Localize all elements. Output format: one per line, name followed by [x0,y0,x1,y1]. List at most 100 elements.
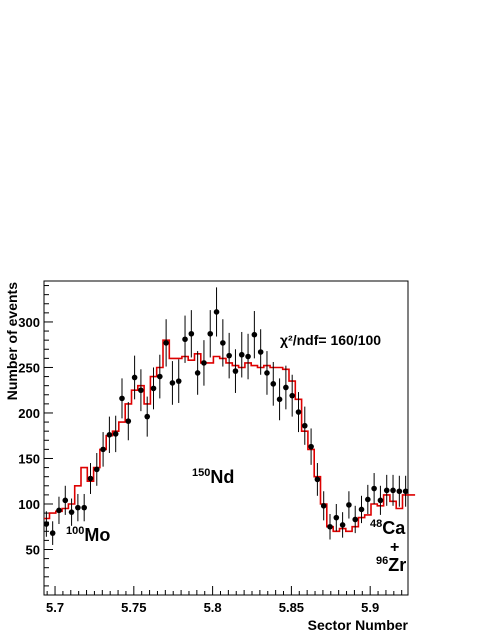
data-point [396,475,403,507]
data-point [93,453,100,486]
data-point [270,362,277,406]
point-marker [220,340,226,346]
point-marker [295,409,302,415]
point-marker [201,360,207,366]
data-point [175,359,182,403]
data-point [226,332,232,379]
point-marker [150,385,157,392]
data-point [377,485,384,515]
point-marker [314,476,321,483]
data-point [87,463,94,494]
data-point [68,498,75,526]
data-point [100,432,106,467]
x-tick-label: 5.7 [46,600,64,615]
data-point [220,319,226,367]
mo-symbol: Mo [84,525,110,545]
x-tick-label: 5.9 [361,600,379,615]
data-point [257,329,264,375]
data-point [49,521,56,545]
data-point [365,484,371,514]
data-point [150,367,157,410]
point-marker [194,370,201,376]
point-marker [93,466,100,473]
x-tick-label: 5.8 [204,600,222,615]
data-point [358,495,365,524]
data-point [276,378,283,421]
data-point [138,369,144,412]
data-point [106,416,113,454]
data-point [352,505,359,534]
point-marker [81,504,87,511]
point-marker [339,522,346,528]
point-marker [112,431,119,437]
point-marker [106,432,113,438]
ca-symbol: Ca [382,518,406,538]
point-marker [232,368,239,374]
point-marker [163,340,169,346]
plus-sign: + [390,539,399,556]
data-point [75,493,81,522]
data-point [81,493,87,522]
data-point [56,496,62,525]
data-point [308,428,314,465]
point-marker [264,370,270,376]
data-point [112,415,119,453]
point-marker [144,413,151,420]
point-marker [238,351,245,358]
point-marker [49,530,56,536]
point-marker [396,488,403,495]
x-tick-label: 5.85 [279,600,304,615]
data-point [157,354,163,399]
point-marker [56,507,62,514]
fit-line [44,339,416,533]
data-point [125,402,132,441]
nd-symbol: Nd [210,467,234,487]
point-marker [169,380,176,386]
point-marker [43,521,50,527]
y-tick-label: 300 [18,315,40,330]
point-marker [62,497,69,504]
data-point [182,315,188,363]
chi2-annotation: χ²/ndf= 160/100 [280,332,381,348]
data-point [390,474,396,506]
point-marker [257,349,264,355]
data-point [346,491,352,519]
point-marker [138,387,144,394]
point-marker [175,378,182,384]
data-point [163,319,169,367]
axis-ticks [44,285,403,595]
point-marker [251,331,258,338]
zr-symbol: Zr [388,555,406,575]
x-tick-label: 5.75 [121,600,146,615]
mo-label: 100Mo [66,525,110,545]
point-marker [182,336,188,343]
data-point [169,361,176,405]
data-point [383,474,390,506]
data-point [371,473,377,504]
point-marker [383,487,390,494]
data-point [201,340,207,386]
data-point [339,512,346,538]
point-marker [327,523,333,530]
fit-histogram [44,339,416,533]
point-marker [283,384,289,391]
point-marker [333,514,340,521]
point-marker [346,502,352,508]
mo-mass-number: 100 [66,525,84,537]
point-marker [125,418,132,424]
data-point [264,351,270,395]
data-point [245,333,251,380]
point-marker [276,396,283,403]
data-point [238,331,245,378]
data-point [194,351,201,395]
point-marker [358,506,365,513]
data-point [144,396,151,437]
data-point [327,513,333,540]
data-point [283,365,289,410]
point-marker [87,475,94,482]
data-point [314,463,321,496]
data-point [251,311,258,359]
y-axis-title: Number of events [4,282,20,400]
data-point [188,310,195,358]
